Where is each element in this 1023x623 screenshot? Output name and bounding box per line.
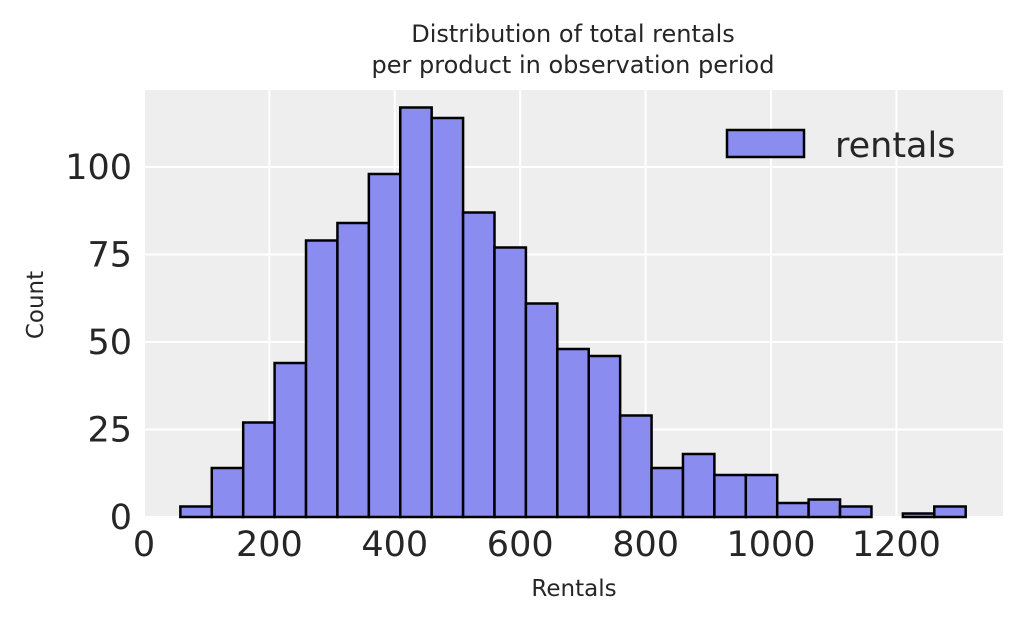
histogram-bar [587,354,622,519]
histogram-bar [933,505,967,519]
histogram-bar [744,473,779,519]
y-tick-label: 100 [65,148,132,188]
histogram-bars [179,106,967,519]
histogram-bar [556,347,590,519]
histogram-bar [493,246,528,519]
x-tick-label: 1200 [852,525,941,565]
y-tick-label: 75 [87,236,132,276]
y-tick-label: 25 [87,411,132,451]
legend: rentals [725,126,955,166]
histogram-bar [241,421,276,519]
chart-title-line-2: per product in observation period [372,51,775,79]
histogram-bar [336,221,371,519]
histogram-bar [367,172,402,519]
y-tick-label: 0 [110,498,132,538]
legend-label: rentals [835,126,955,166]
y-tick-label: 50 [87,323,132,363]
x-tick-label: 600 [487,525,554,565]
x-tick-label: 400 [361,525,428,565]
histogram-bar [618,414,653,519]
chart-title-line-1: Distribution of total rentals [411,20,735,48]
legend-swatch [725,128,806,159]
histogram-bar [430,116,465,519]
histogram-bar [210,466,245,519]
histogram-bar [524,302,559,519]
x-axis-label: Rentals [531,576,616,602]
x-tick-label: 200 [236,525,303,565]
histogram-bar [273,361,308,519]
histogram-bar [179,505,214,519]
x-tick-label: 800 [612,525,679,565]
histogram-bar [775,501,810,519]
y-axis-ticks: 0 25 50 75 100 [65,148,132,538]
histogram-bar [807,498,842,519]
histogram-bar [399,106,433,519]
x-tick-label: 0 [133,525,155,565]
histogram-bar [650,466,685,519]
histogram-bar [901,512,936,519]
histogram-bar [304,239,339,519]
y-axis-label: Count [23,271,49,339]
x-axis-ticks: 0 200 400 600 800 1000 1200 [133,525,941,565]
histogram-bar [681,452,716,519]
x-tick-label: 1000 [726,525,815,565]
histogram-bar [461,211,496,519]
histogram-bar [713,473,748,519]
histogram-bar [838,505,873,519]
